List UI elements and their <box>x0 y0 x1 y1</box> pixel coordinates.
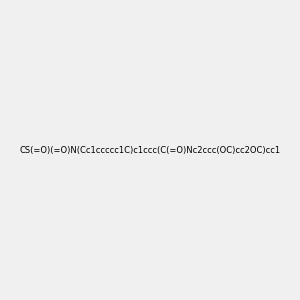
Text: CS(=O)(=O)N(Cc1ccccc1C)c1ccc(C(=O)Nc2ccc(OC)cc2OC)cc1: CS(=O)(=O)N(Cc1ccccc1C)c1ccc(C(=O)Nc2ccc… <box>20 146 281 154</box>
